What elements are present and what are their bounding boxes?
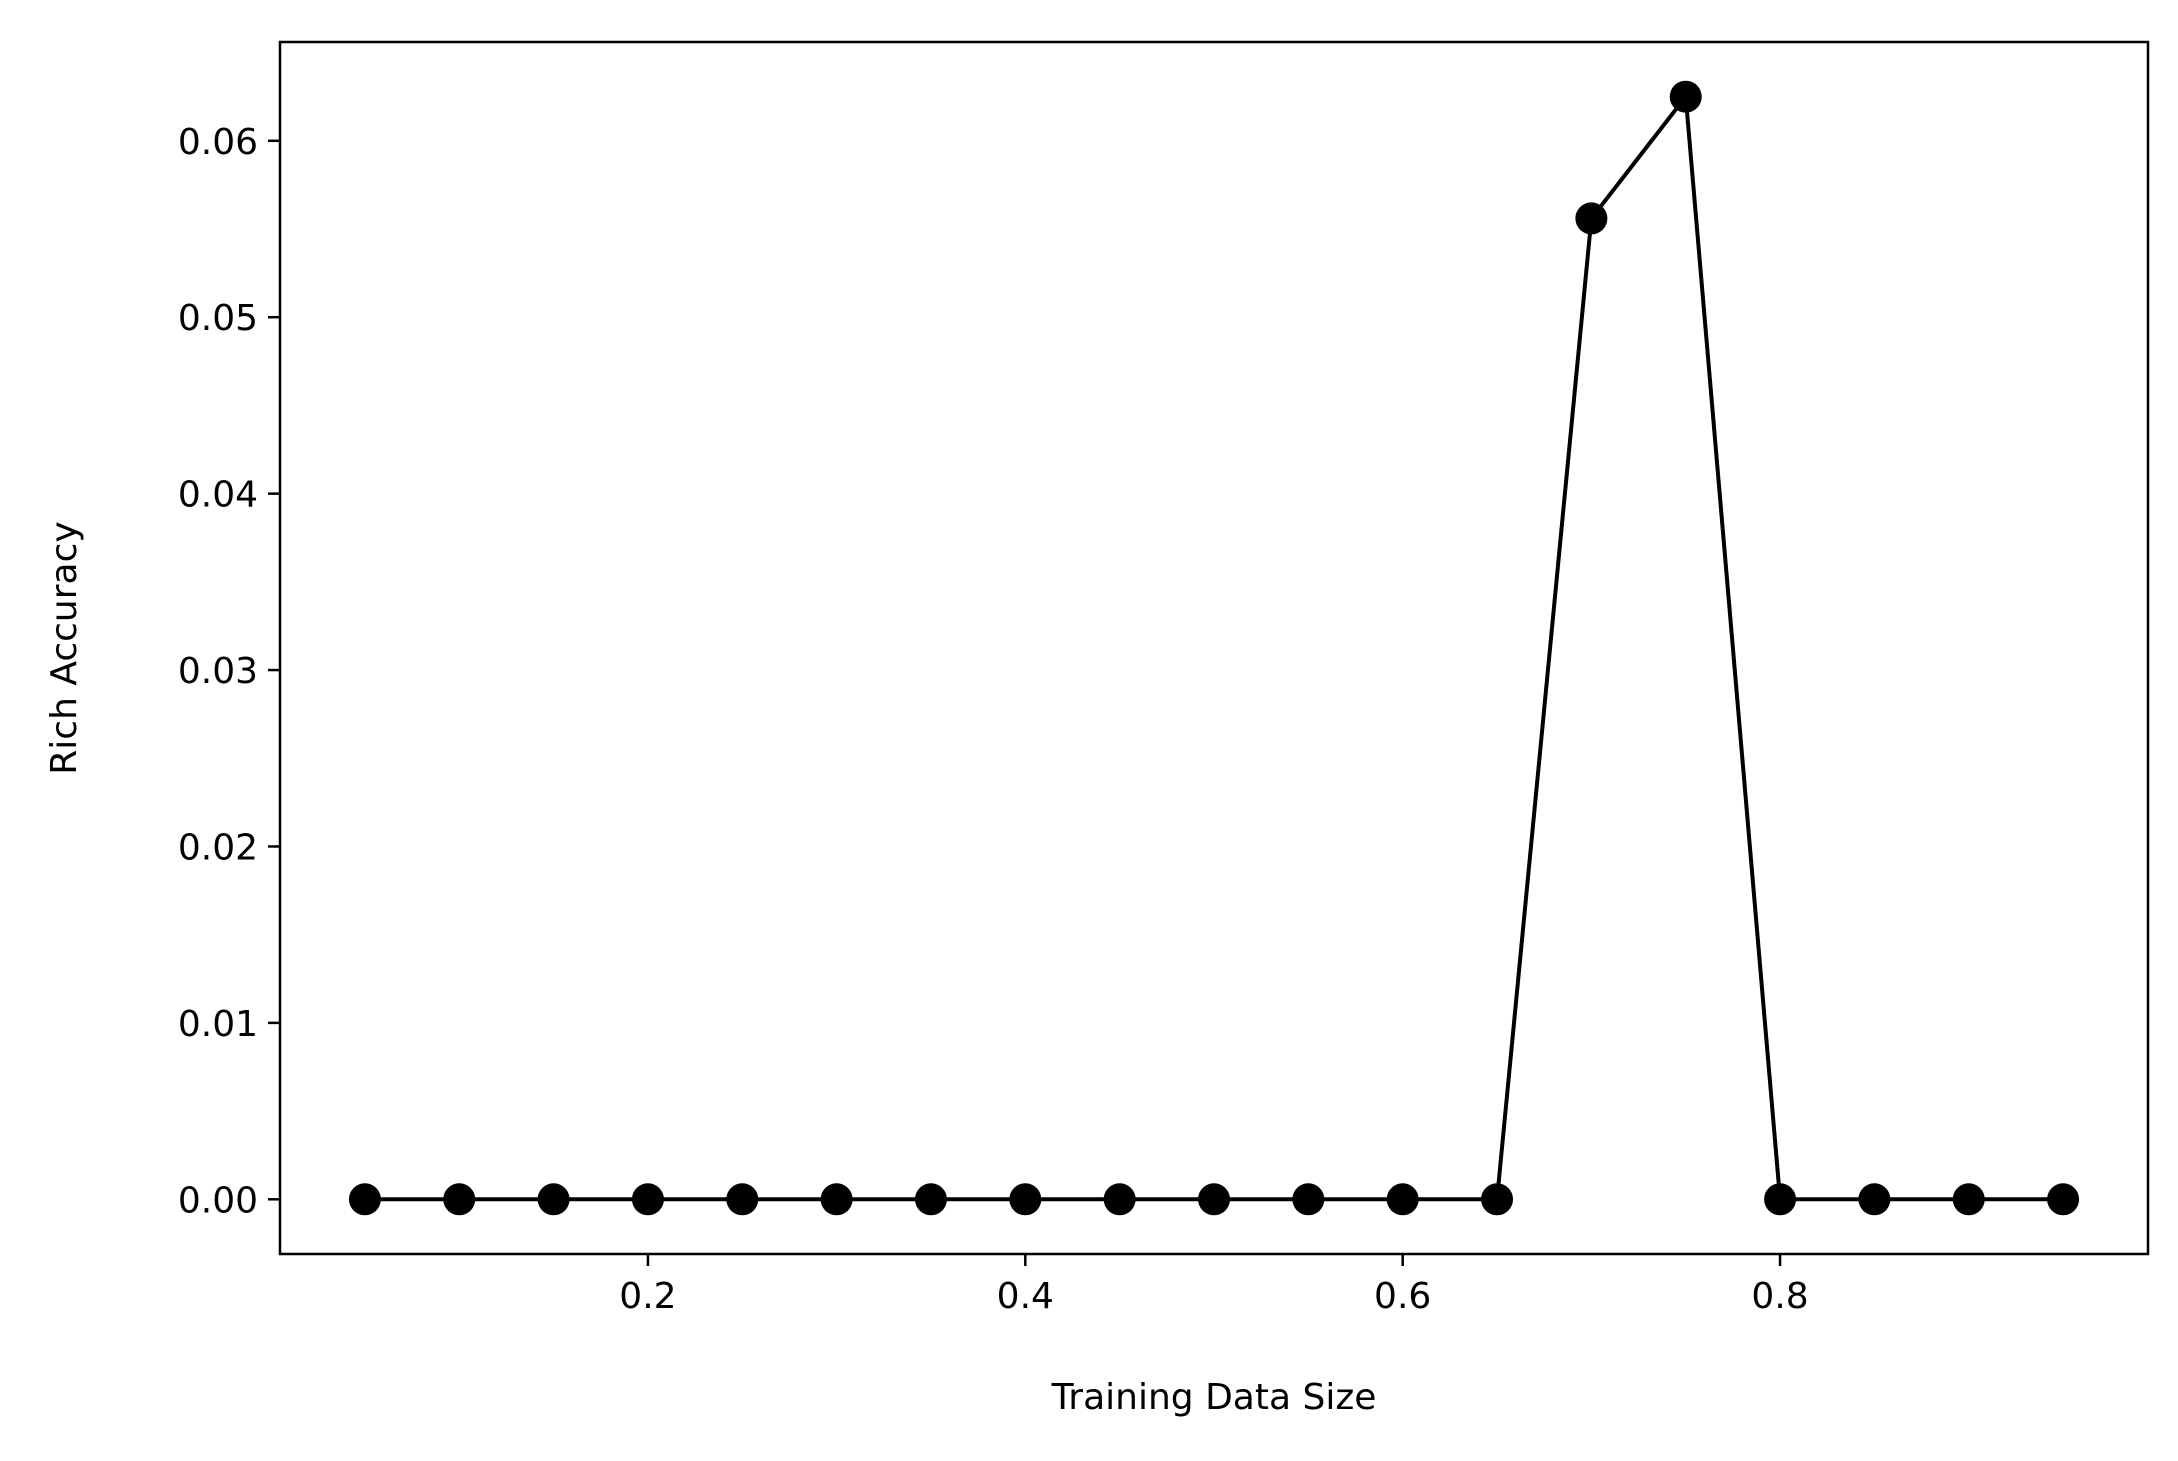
data-point: [537, 1183, 570, 1216]
data-point: [1669, 80, 1702, 113]
data-point: [1198, 1183, 1230, 1216]
y-tick-label: 0.03: [178, 651, 258, 692]
plot-frame: [278, 40, 2150, 1256]
data-point: [1764, 1183, 1797, 1216]
y-axis-label: Rich Accuracy: [44, 521, 85, 774]
plot-area: [280, 42, 2148, 1254]
y-tick-label: 0.06: [178, 122, 258, 163]
y-tick-label: 0.01: [178, 1004, 258, 1045]
data-point: [1292, 1183, 1325, 1216]
data-point: [914, 1183, 947, 1216]
x-axis-ticks: 0.2 0.4 0.6 0.8: [619, 1254, 1809, 1317]
x-tick-label: 0.8: [1751, 1276, 1808, 1317]
data-point: [1009, 1183, 1042, 1216]
y-tick-label: 0.00: [178, 1180, 258, 1221]
data-point: [1103, 1183, 1136, 1216]
data-point: [1952, 1183, 1985, 1216]
data-point: [1858, 1183, 1891, 1216]
data-point: [726, 1183, 759, 1216]
x-tick-label: 0.2: [619, 1276, 676, 1317]
data-point: [2047, 1183, 2080, 1216]
y-tick-label: 0.05: [178, 298, 258, 339]
x-tick-label: 0.4: [997, 1276, 1054, 1317]
x-tick-label: 0.6: [1374, 1276, 1431, 1317]
data-point: [820, 1183, 853, 1216]
data-point: [443, 1183, 476, 1216]
data-point: [1481, 1183, 1514, 1216]
y-tick-label: 0.02: [178, 827, 258, 868]
series-layer: [348, 80, 2080, 1216]
data-point: [1386, 1183, 1419, 1216]
x-axis-label: Training Data Size: [1051, 1377, 1377, 1418]
data-point: [631, 1183, 664, 1216]
y-axis-ticks: 0.00 0.01 0.02 0.03 0.04 0.05 0.06: [178, 122, 280, 1221]
data-point: [1575, 202, 1608, 235]
y-tick-label: 0.04: [178, 475, 258, 516]
data-point: [348, 1183, 381, 1216]
